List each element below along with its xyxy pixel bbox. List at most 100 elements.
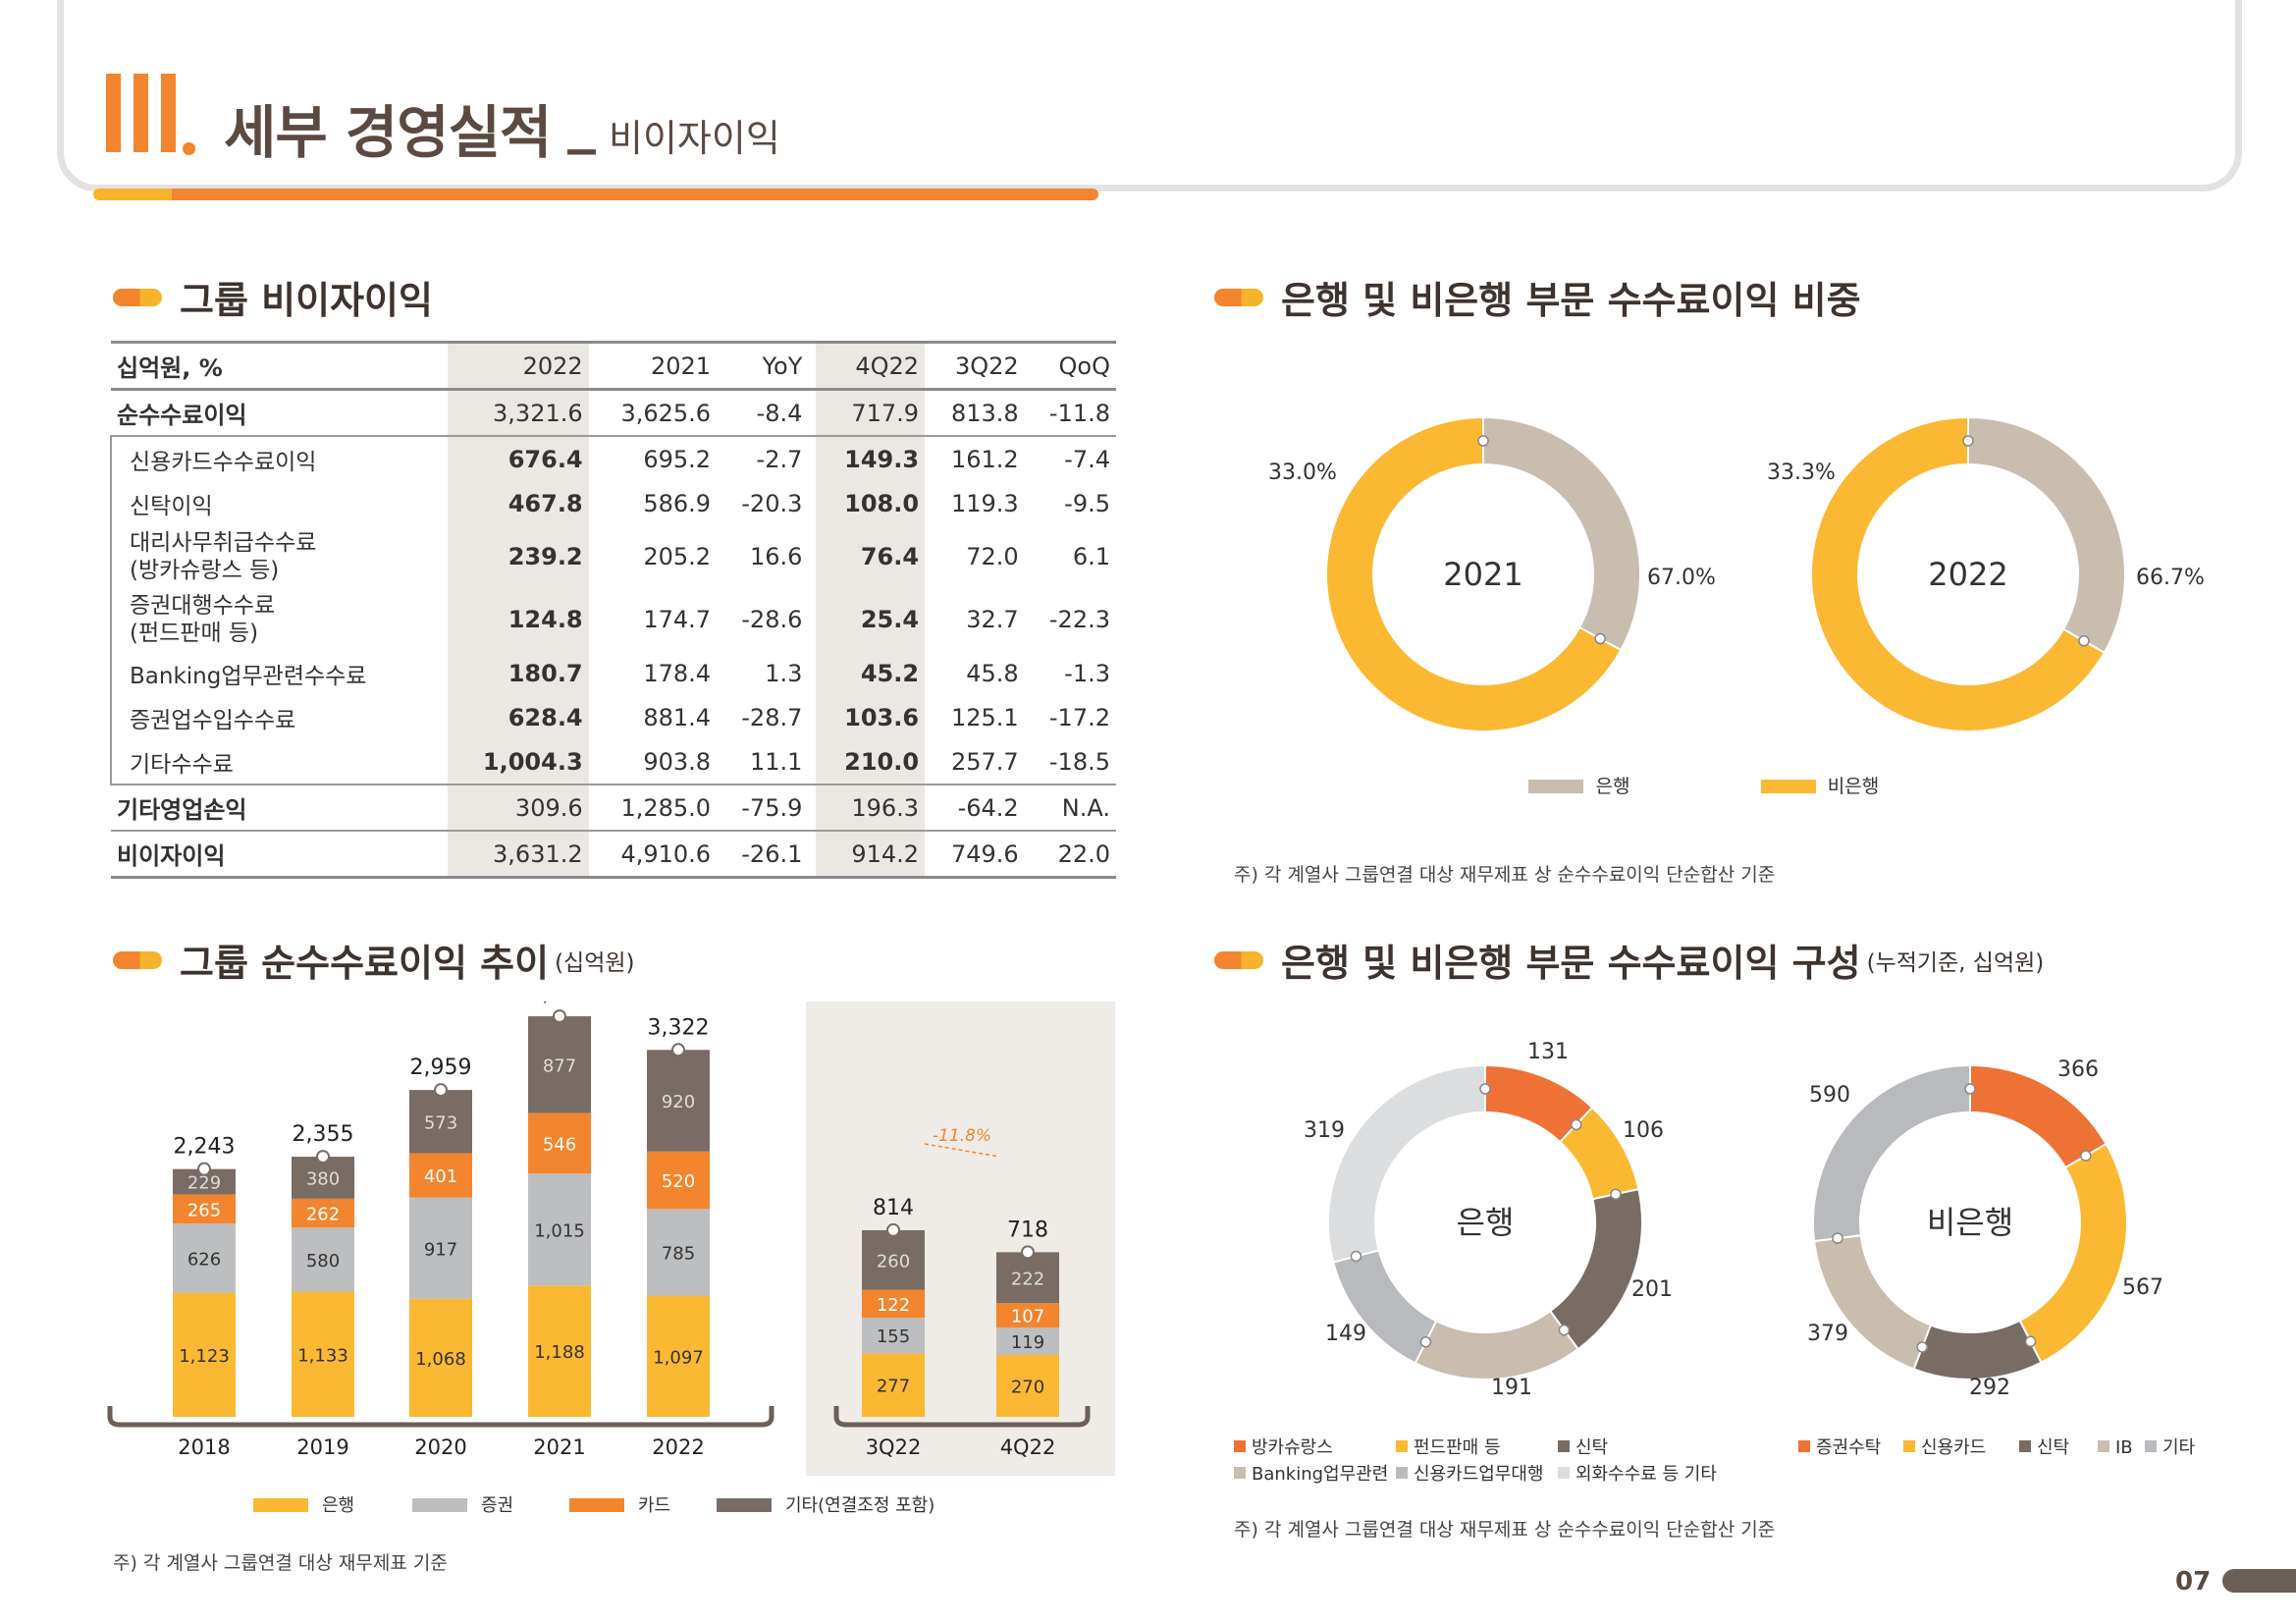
legend-label: 신탁 (2037, 1437, 2069, 1458)
donut-slice (1327, 1063, 1486, 1264)
table-row: 기타수수료 1,004.3 903.8 11.1 210.0 257.7 -18.5 (109, 739, 1116, 785)
row-label: 증권대행수수료 (펀드판매 등) (109, 588, 441, 651)
table-cell: 628.4 (448, 695, 589, 739)
table-cell: 210.0 (816, 739, 926, 785)
legend-label: 외화수수료 등 기타 (1575, 1464, 1717, 1485)
section-unit: (누적기준, 십억원) (1866, 949, 2045, 976)
bar-segment-카드 (862, 1289, 925, 1319)
table-cell: -64.2 (925, 785, 1025, 832)
axis-bracket-quarterly (833, 1406, 1091, 1428)
legend-label-nonbank: 비은행 (1828, 776, 1879, 797)
slice-marker (1610, 1188, 1622, 1200)
row-label: 신용카드수수료이익 (109, 436, 441, 481)
bar-segment-은행 (409, 1298, 472, 1417)
row-label-line2: (펀드판매 등) (130, 621, 259, 646)
table-row: 증권업수입수수료 628.4 881.4 -28.7 103.6 125.1 -17.2 (109, 695, 1116, 739)
qoq-annotation: -11.8% (933, 1126, 991, 1146)
table-cell: 6.1 (1072, 543, 1110, 570)
legend-swatch (2019, 1440, 2031, 1452)
segment-label: 917 (424, 1239, 457, 1260)
table-cell: 178.4 (643, 659, 712, 687)
slice-marker (1832, 1232, 1843, 1244)
slice-marker (1350, 1250, 1362, 1263)
category-label: 2022 (652, 1435, 704, 1459)
table-row: 신탁이익 467.8 586.9 -20.3 108.0 119.3 -9.5 (109, 481, 1116, 525)
donut-center-label: 2022 (1928, 556, 2007, 593)
segment-label: 626 (187, 1249, 221, 1270)
table-cell: 16.6 (749, 543, 803, 570)
table-header-cell: 2022 (448, 341, 589, 391)
segment-label: 920 (662, 1092, 695, 1112)
donut-slice (1414, 1309, 1580, 1380)
donut-은행: 은행 131 106 201 191 149 319 (1304, 1040, 1673, 1400)
segment-label: 119 (1011, 1332, 1044, 1353)
total-marker (886, 1222, 900, 1237)
segment-label: 270 (1011, 1377, 1044, 1397)
bar-segment-은행 (292, 1291, 354, 1417)
segment-label: 229 (187, 1173, 221, 1194)
donut-slice (1813, 1234, 1933, 1371)
table-cell: 119.3 (950, 489, 1019, 517)
header-frame (57, 0, 2242, 191)
bar-segment-기타(연결조정 포함) (996, 1252, 1059, 1304)
section-title-text: 그룹 순수수료이익 추이 (180, 942, 550, 985)
bar-segment-카드 (996, 1303, 1059, 1328)
bar-segment-은행 (647, 1295, 710, 1417)
table-cell: 72.0 (966, 543, 1019, 570)
donut-slice (1812, 1063, 1971, 1243)
table-cell: 196.3 (816, 785, 926, 832)
legend-swatch (1903, 1440, 1915, 1452)
table-cell: N.A. (1024, 785, 1116, 832)
header-progress-bar (172, 189, 1098, 200)
category-label: 2021 (533, 1435, 585, 1459)
segment-label: 277 (877, 1377, 910, 1397)
bar-segment-증권 (862, 1318, 925, 1354)
fee-composition-donuts: 은행 131 106 201 191 149 319 비은행 366 567 292 379 590 방카… (1234, 1040, 2196, 1485)
section-title-fee-composition: 은행 및 비은행 부문 수수료이익 구성 (누적기준, 십억원) (1214, 933, 2044, 987)
bar-segment-기타(연결조정 포함) (528, 1016, 591, 1113)
total-label: 2,959 (410, 1056, 472, 1080)
table-cell: 11.1 (717, 739, 809, 785)
table-cell: 3,625.6 (588, 389, 718, 437)
donut-slice (1810, 415, 2107, 732)
table-cell: -8.4 (717, 389, 809, 437)
legend-swatch (1558, 1440, 1570, 1452)
segment-label: 380 (306, 1168, 340, 1189)
section-title-group-nii: 그룹 비이자이익 (113, 270, 433, 324)
slice-marker (2080, 1150, 2092, 1162)
segment-label: 1,015 (534, 1220, 585, 1241)
legend-label-bank: 은행 (1596, 776, 1630, 797)
bar-segment-증권 (292, 1227, 354, 1292)
table-cell: 108.0 (816, 481, 926, 525)
segment-label: 401 (424, 1166, 457, 1187)
slice-label: 131 (1527, 1040, 1569, 1064)
table-cell: 1,004.3 (448, 739, 589, 785)
table-cell: -1.3 (1064, 659, 1110, 687)
note-fee-composition: 주) 각 계열사 그룹연결 대상 재무제표 상 순수수료이익 단순합산 기준 (1234, 1519, 1776, 1541)
row-label: 증권업수입수수료 (109, 695, 441, 739)
category-label: 2018 (178, 1435, 230, 1459)
slice-label: 67.0% (1647, 566, 1716, 590)
total-label: 2,355 (293, 1122, 354, 1147)
slice-label: 567 (2122, 1275, 2163, 1300)
roman-numeral-mark (106, 74, 195, 155)
total-marker (1021, 1245, 1035, 1260)
category-label: 3Q22 (866, 1435, 922, 1459)
page-subtitle: 비이자이익 (609, 117, 780, 160)
legend-swatch (412, 1498, 467, 1512)
total-marker (316, 1150, 330, 1164)
table-cell: 22.0 (1024, 831, 1116, 879)
row-label: 대리사무취급수수료 (방카슈랑스 등) (109, 525, 441, 588)
segment-label: 1,188 (534, 1342, 585, 1363)
slice-label: 33.3% (1767, 460, 1836, 485)
fee-share-donuts: 2021 33.0% 67.0% 2022 33.3% 66.7% 은행 비은행 (1268, 415, 2205, 797)
segment-label: 1,123 (179, 1346, 230, 1367)
segment-label: 155 (877, 1326, 910, 1347)
table-header-row: 십억원, % 2022 2021 YoY 4Q22 3Q22 QoQ (111, 341, 1116, 391)
qoq-annotation-line (924, 1143, 1000, 1158)
slice-label: 33.0% (1268, 460, 1337, 485)
donut-slice (1482, 415, 1641, 652)
bar-segment-은행 (173, 1292, 236, 1417)
table-cell: 309.6 (448, 785, 589, 832)
table-cell: 25.4 (816, 588, 926, 651)
